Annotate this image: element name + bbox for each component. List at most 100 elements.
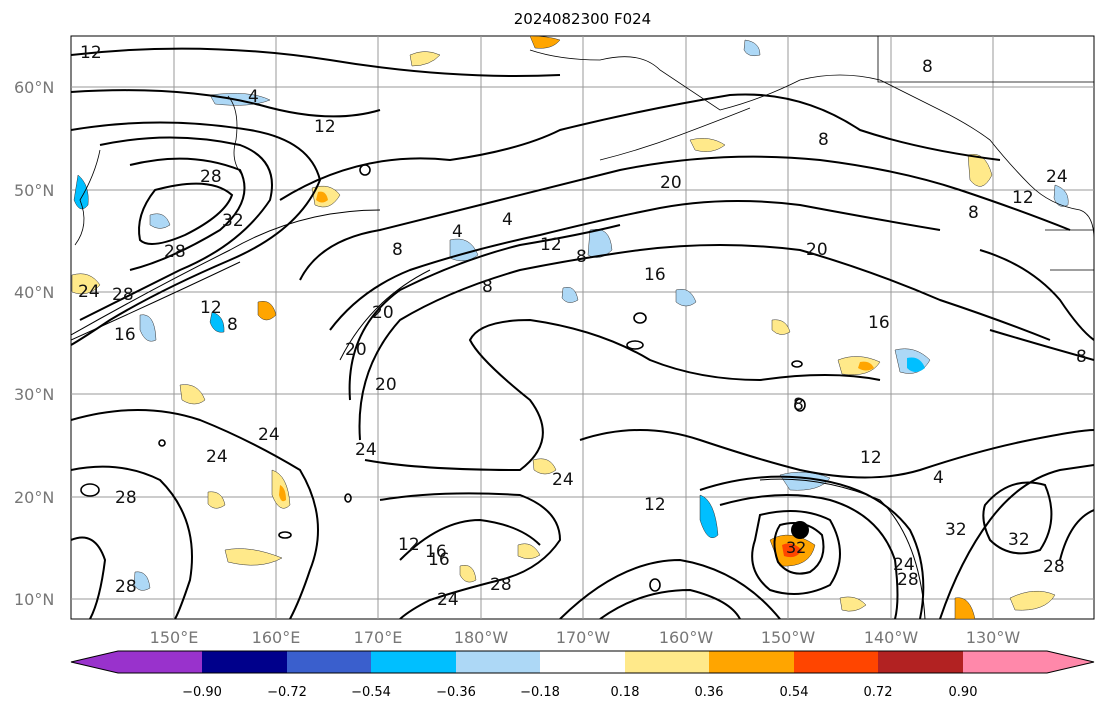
contour-label: 28: [200, 167, 222, 187]
contour-label: 32: [222, 211, 244, 231]
contour-label: 28: [897, 570, 919, 590]
contour-label: 20: [375, 375, 397, 395]
colorbar-segment: [963, 651, 1047, 673]
contour-label: 20: [372, 303, 394, 323]
colorbar-segment: [371, 651, 456, 673]
contour-label: 12: [314, 117, 336, 137]
contour-label: 8: [482, 277, 493, 297]
lon-label: 140°W: [864, 628, 919, 647]
colorbar-segment: [456, 651, 540, 673]
colorbar-segment: [794, 651, 878, 673]
colorbar: [70, 650, 1095, 674]
contour-label-layer: 12 4 12 28 32 28 24 28 16 8 20 20 8 4 4 …: [78, 43, 1087, 610]
lat-labels: 60°N 50°N 40°N 30°N 20°N 10°N: [14, 78, 54, 609]
contour-label: 8: [968, 203, 979, 223]
contour-label: 16: [425, 542, 447, 562]
contour-label: 16: [868, 313, 890, 333]
colorbar-tick-label: 0.90: [949, 685, 978, 700]
lat-label: 40°N: [14, 283, 54, 302]
contour-label: 12: [80, 43, 102, 63]
contour-label: 24: [893, 555, 915, 575]
lon-label: 150°E: [150, 628, 199, 647]
contour-label: 28: [490, 575, 512, 595]
colorbar-tick-label: 0.54: [780, 685, 809, 700]
contour-label: 4: [502, 210, 513, 230]
contour-label: 24: [437, 590, 459, 610]
lon-label: 150°W: [761, 628, 816, 647]
colorbar-segment: [709, 651, 794, 673]
contour-label: 24: [206, 447, 228, 467]
contour-label: 32: [945, 520, 967, 540]
contour-label: 20: [345, 340, 367, 360]
lat-label: 20°N: [14, 488, 54, 507]
colorbar-tick-label: −0.90: [182, 685, 222, 700]
lon-label: 130°W: [966, 628, 1021, 647]
contour-label: 12: [860, 448, 882, 468]
contour-label: 20: [806, 240, 828, 260]
colorbar-segment: [118, 651, 202, 673]
contour-label: 24: [258, 425, 280, 445]
colorbar-tick-label: 0.72: [864, 685, 893, 700]
coastlines: [74, 36, 1094, 271]
colorbar-extend-right: [1047, 651, 1094, 673]
contour-label: 16: [644, 265, 666, 285]
contour-label: 12: [200, 298, 222, 318]
contour-label: 4: [248, 87, 259, 107]
contour-label: 20: [660, 173, 682, 193]
colorbar-tick-label: −0.18: [520, 685, 560, 700]
contour-label: 24: [1046, 167, 1068, 187]
contour-label: 28: [164, 242, 186, 262]
colorbar-segment: [878, 651, 963, 673]
lon-label: 180°W: [454, 628, 509, 647]
colorbar-tick-label: 0.18: [611, 685, 640, 700]
colorbar-tick-label: 0.36: [695, 685, 724, 700]
colorbar-tick-label: −0.36: [436, 685, 476, 700]
lat-label: 10°N: [14, 590, 54, 609]
contour-label: 12: [540, 235, 562, 255]
lon-label: 160°W: [659, 628, 714, 647]
contour-label: 12: [398, 535, 420, 555]
contour-label: 28: [115, 577, 137, 597]
contour-label: 16: [428, 550, 450, 570]
colorbar-segment: [202, 651, 287, 673]
map-title: 2024082300 F024: [513, 10, 652, 28]
contour-label: 8: [392, 240, 403, 260]
colorbar-tick-label: −0.72: [267, 685, 307, 700]
contour-label: 8: [818, 130, 829, 150]
contour-label: 28: [112, 285, 134, 305]
colorbar-extend-left: [71, 651, 118, 673]
shading-blue: [73, 39, 1069, 591]
lat-label: 30°N: [14, 385, 54, 404]
contour-label: 4: [452, 222, 463, 242]
contour-label: 16: [114, 325, 136, 345]
colorbar-tick-label: −0.54: [351, 685, 391, 700]
shading-warm: [71, 36, 1056, 619]
contour-label: 28: [1043, 557, 1065, 577]
contour-label: 12: [644, 495, 666, 515]
contour-label: 8: [922, 57, 933, 77]
storm-center-marker: [791, 521, 809, 539]
colorbar-segment: [540, 651, 625, 673]
storm-label: 32: [786, 538, 806, 557]
contour-lines-thin: [71, 209, 926, 619]
contour-label: 8: [1076, 347, 1087, 367]
contour-label: 8: [576, 247, 587, 267]
colorbar-ticks: −0.90 −0.72 −0.54 −0.36 −0.18 0.18 0.36 …: [182, 685, 977, 700]
contour-label: 32: [1008, 530, 1030, 550]
contour-label: 24: [78, 282, 100, 302]
lon-label: 170°E: [354, 628, 403, 647]
lat-label: 50°N: [14, 181, 54, 200]
contour-label: 24: [355, 440, 377, 460]
contour-lines: [71, 47, 1094, 619]
contour-label: 28: [115, 488, 137, 508]
graticule: [71, 36, 1094, 619]
lon-label: 160°E: [252, 628, 301, 647]
contour-label: 8: [793, 395, 804, 415]
contour-label: 4: [933, 468, 944, 488]
contour-blobs: [80, 164, 806, 592]
lon-labels: 150°E 160°E 170°E 180°W 170°W 160°W 150°…: [150, 628, 1021, 647]
lon-label: 170°W: [556, 628, 611, 647]
contour-label: 24: [552, 470, 574, 490]
colorbar-segment: [287, 651, 371, 673]
